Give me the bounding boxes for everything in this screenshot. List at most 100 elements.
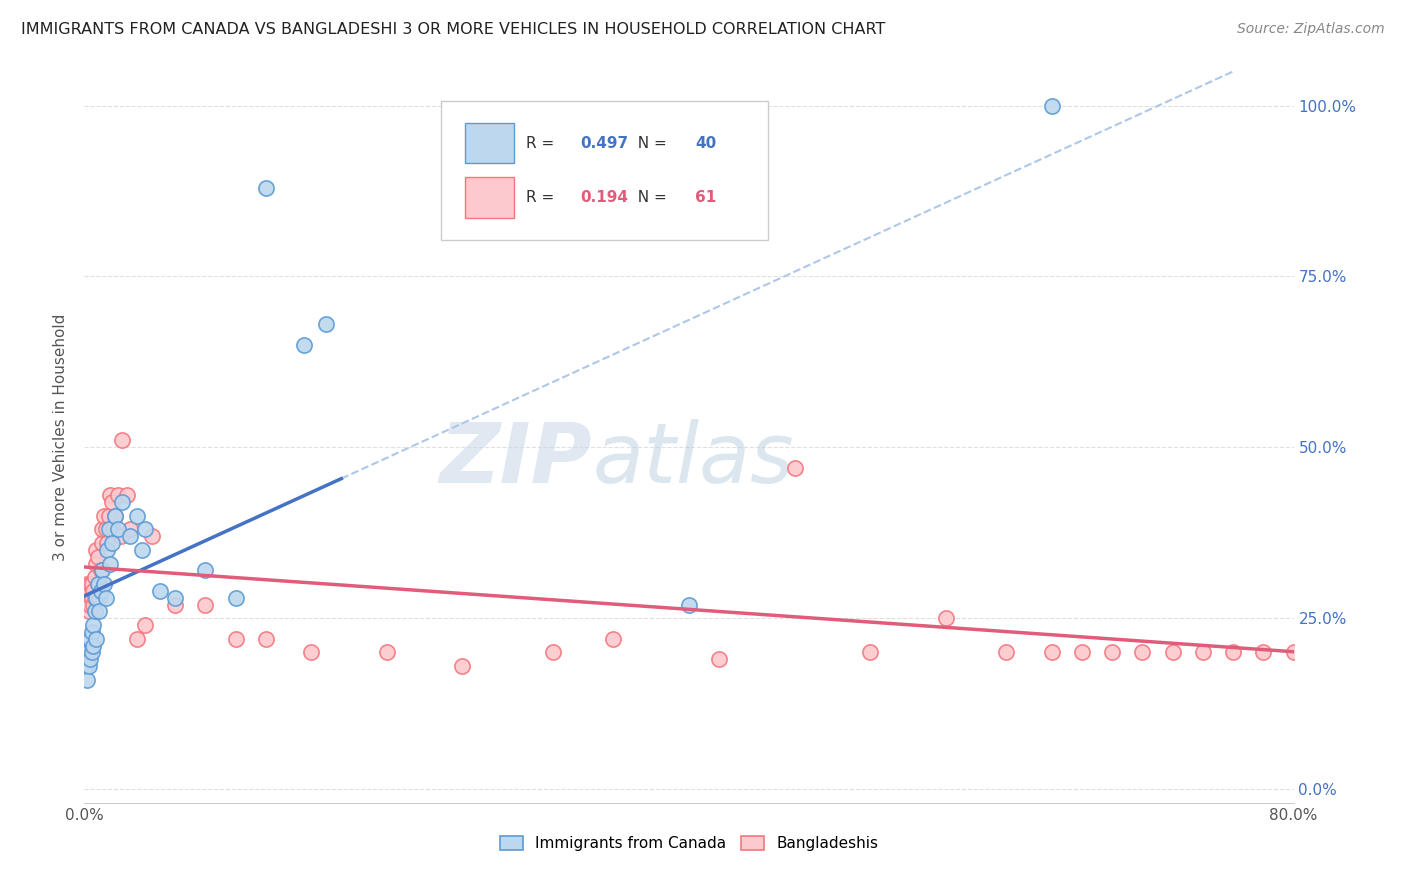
Point [77, 659, 100, 673]
FancyBboxPatch shape [465, 178, 513, 218]
Text: IMMIGRANTS FROM CANADA VS BANGLADESHI 3 OR MORE VEHICLES IN HOUSEHOLD CORRELATIO: IMMIGRANTS FROM CANADA VS BANGLADESHI 3 … [21, 22, 886, 37]
Point [87, 577, 110, 591]
Point [118, 529, 141, 543]
Text: 61: 61 [695, 190, 716, 205]
FancyBboxPatch shape [465, 122, 513, 163]
Point [94, 522, 117, 536]
Point [100, 536, 122, 550]
Point [375, 645, 398, 659]
Point [111, 434, 134, 448]
Point [75, 659, 97, 673]
Point [91, 563, 114, 577]
Point [79, 652, 101, 666]
Point [115, 488, 138, 502]
Point [451, 659, 474, 673]
Point [76, 591, 98, 605]
Point [98, 557, 121, 571]
Point [76, 577, 98, 591]
Point [86, 542, 108, 557]
Point [127, 632, 149, 646]
Point [315, 318, 337, 332]
Text: atlas: atlas [592, 418, 794, 500]
Point [79, 577, 101, 591]
Point [90, 563, 112, 577]
Point [1130, 645, 1153, 659]
Point [127, 508, 149, 523]
Point [91, 522, 114, 536]
Point [80, 591, 103, 605]
Point [995, 645, 1018, 659]
Point [1298, 516, 1320, 530]
Point [94, 591, 117, 605]
Point [79, 598, 101, 612]
FancyBboxPatch shape [441, 101, 768, 240]
Point [97, 522, 120, 536]
Y-axis label: 3 or more Vehicles in Household: 3 or more Vehicles in Household [53, 313, 69, 561]
Text: 40: 40 [695, 136, 716, 151]
Point [134, 618, 156, 632]
Point [118, 522, 141, 536]
Point [77, 604, 100, 618]
Point [225, 632, 247, 646]
Text: 0.497: 0.497 [581, 136, 628, 151]
Point [1192, 645, 1215, 659]
Point [84, 591, 107, 605]
Point [299, 645, 322, 659]
Point [1040, 645, 1063, 659]
Point [1040, 98, 1063, 112]
Point [98, 488, 121, 502]
Point [90, 583, 112, 598]
Point [141, 529, 163, 543]
Point [602, 632, 624, 646]
Point [76, 645, 98, 659]
Legend: Immigrants from Canada, Bangladeshis: Immigrants from Canada, Bangladeshis [494, 830, 884, 857]
Point [678, 598, 700, 612]
Point [75, 598, 97, 612]
Point [89, 604, 111, 618]
Point [84, 604, 107, 618]
Point [292, 338, 315, 352]
Point [96, 536, 118, 550]
Point [84, 570, 107, 584]
Point [194, 563, 217, 577]
Point [131, 542, 153, 557]
Point [107, 522, 129, 536]
Point [86, 591, 108, 605]
Point [1282, 645, 1305, 659]
Point [82, 598, 104, 612]
Point [82, 618, 104, 632]
Point [77, 645, 100, 659]
Point [194, 598, 217, 612]
Point [149, 583, 172, 598]
Point [783, 460, 806, 475]
Point [254, 180, 277, 194]
Point [86, 632, 108, 646]
Point [96, 542, 118, 557]
Point [93, 577, 115, 591]
Point [89, 591, 111, 605]
Point [82, 583, 104, 598]
Point [80, 624, 103, 639]
Point [82, 639, 104, 653]
Point [935, 611, 957, 625]
Point [80, 577, 103, 591]
Text: R =: R = [526, 190, 558, 205]
Point [89, 577, 111, 591]
Text: N =: N = [628, 136, 672, 151]
Point [165, 598, 187, 612]
Point [77, 583, 100, 598]
Point [1222, 645, 1244, 659]
Text: 0.194: 0.194 [581, 190, 628, 205]
Point [1161, 645, 1184, 659]
Point [111, 495, 134, 509]
Point [165, 591, 187, 605]
Point [225, 591, 247, 605]
Point [709, 652, 731, 666]
Point [79, 632, 101, 646]
Point [104, 508, 127, 523]
Point [1101, 645, 1123, 659]
Point [76, 673, 98, 687]
Point [1071, 645, 1094, 659]
Point [87, 549, 110, 564]
Point [859, 645, 882, 659]
